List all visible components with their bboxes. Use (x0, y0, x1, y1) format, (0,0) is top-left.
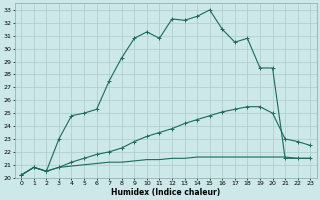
X-axis label: Humidex (Indice chaleur): Humidex (Indice chaleur) (111, 188, 220, 197)
